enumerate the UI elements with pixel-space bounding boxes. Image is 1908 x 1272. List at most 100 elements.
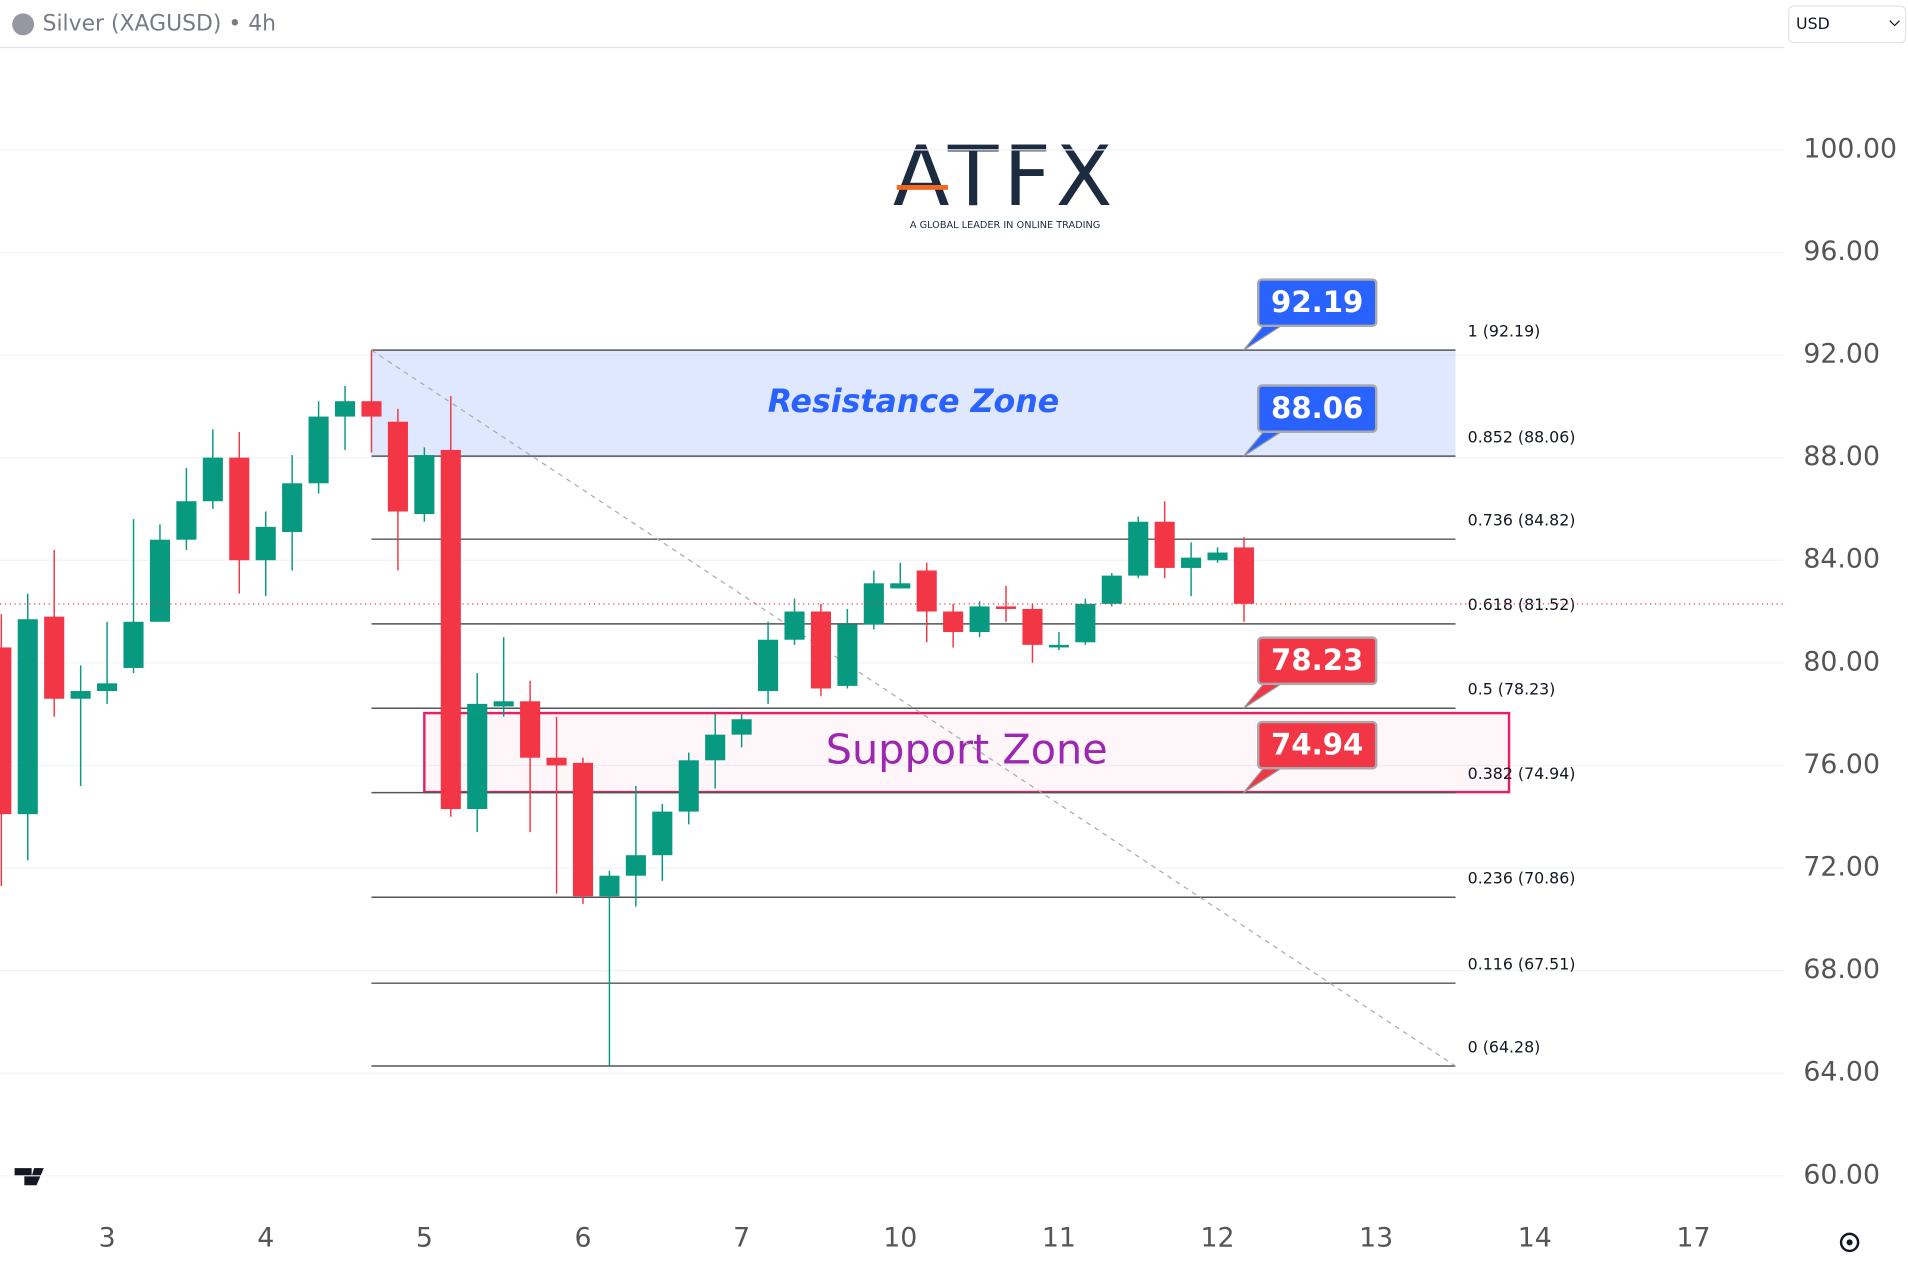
x-tick-label: 5: [416, 1222, 433, 1253]
candle-body: [837, 624, 858, 686]
candle-body: [1154, 521, 1175, 568]
x-tick-label: 7: [733, 1222, 750, 1253]
y-tick-label: 76.00: [1803, 749, 1880, 780]
callout-label: 88.06: [1271, 391, 1363, 425]
callout-box: [1256, 636, 1378, 686]
candle-body: [1128, 521, 1149, 576]
callout-box: [1256, 720, 1378, 770]
candle-body: [44, 616, 65, 699]
settings-icon[interactable]: [1839, 1232, 1860, 1253]
fib-trend-line: [371, 349, 1456, 1067]
candle-body: [17, 619, 38, 815]
x-tick-label: 11: [1042, 1222, 1076, 1253]
candle-body: [0, 647, 12, 815]
logo: ATFX A GLOBAL LEADER IN ONLINE TRADING: [893, 128, 1117, 231]
candle-body: [255, 526, 276, 561]
callout-label: 92.19: [1271, 285, 1363, 319]
candle-body: [70, 691, 91, 699]
callout-pointer: [1243, 680, 1288, 709]
candle-body: [678, 760, 699, 812]
currency-select[interactable]: [1788, 5, 1907, 44]
x-tick-label: 14: [1518, 1222, 1552, 1253]
candle-body: [1048, 644, 1069, 648]
candle-body: [995, 606, 1017, 609]
candle-body: [282, 483, 303, 533]
x-tick-label: 6: [574, 1222, 591, 1253]
candle-body: [149, 539, 171, 622]
x-tick-label: 12: [1201, 1222, 1235, 1253]
candle-body: [969, 606, 990, 633]
candle-body: [1207, 552, 1228, 561]
fib-label: 0.618 (81.52): [1468, 595, 1576, 614]
callout-box: [1256, 278, 1378, 328]
candle-body: [387, 421, 408, 512]
y-tick-label: 68.00: [1803, 954, 1880, 985]
candle-body: [731, 719, 752, 735]
candle-body: [916, 570, 937, 612]
x-tick-label: 13: [1359, 1222, 1393, 1253]
candle-body: [123, 621, 144, 668]
candle-body: [705, 734, 726, 761]
zone-label: Support Zone: [826, 726, 1108, 774]
candle-body: [202, 457, 223, 502]
tv-logo: [14, 1168, 44, 1186]
candle-body: [1233, 547, 1255, 604]
candle-body: [176, 501, 197, 540]
y-tick-label: 100.00: [1803, 133, 1897, 164]
candle-body: [467, 703, 488, 810]
dropdown-arrow: [1889, 20, 1900, 27]
symbol-title: Silver (XAGUSD) • 4h: [43, 11, 276, 36]
candle-body: [1181, 557, 1202, 568]
candle-body: [308, 416, 329, 484]
y-tick-label: 96.00: [1803, 236, 1880, 267]
callout-label: 74.94: [1271, 727, 1363, 761]
candle-body: [599, 875, 620, 897]
candle-body: [440, 449, 461, 810]
candle-body: [1075, 603, 1096, 643]
symbol-icon: [12, 13, 35, 36]
y-tick-label: 72.00: [1803, 852, 1880, 883]
logo-tagline: A GLOBAL LEADER IN ONLINE TRADING: [910, 220, 1101, 231]
logo-name: ATFX: [893, 128, 1117, 225]
candle-body: [652, 811, 673, 856]
y-tick-label: 60.00: [1803, 1159, 1880, 1190]
candle-body: [97, 683, 118, 692]
candle-body: [890, 583, 911, 589]
x-tick-label: 4: [257, 1222, 274, 1253]
callout-pointer: [1243, 322, 1288, 351]
fib-label: 0.736 (84.82): [1468, 510, 1576, 529]
callout-label: 78.23: [1271, 643, 1363, 677]
zone-label: Resistance Zone: [768, 384, 1060, 420]
candle-body: [334, 401, 356, 417]
candle-body: [229, 457, 250, 561]
candle-body: [810, 611, 831, 689]
candle-body: [493, 701, 514, 707]
candle-body: [784, 611, 805, 640]
candle-body: [863, 583, 884, 625]
y-tick-label: 88.00: [1803, 441, 1880, 472]
candle-body: [520, 701, 541, 758]
callout-box: [1256, 384, 1378, 433]
fib-label: 0 (64.28): [1468, 1037, 1541, 1056]
candle-body: [1101, 575, 1122, 604]
logo-accent: [896, 184, 948, 190]
x-tick-label: 3: [99, 1222, 116, 1253]
x-tick-label: 10: [883, 1222, 917, 1253]
fib-label: 0.236 (70.86): [1468, 869, 1576, 888]
y-tick-label: 84.00: [1803, 544, 1880, 575]
candle-body: [625, 855, 646, 876]
fib-label: 0.116 (67.51): [1468, 954, 1576, 973]
y-tick-label: 80.00: [1803, 646, 1880, 677]
candle-body: [758, 639, 779, 692]
candle-body: [414, 455, 435, 515]
y-tick-label: 92.00: [1803, 339, 1880, 370]
candle-body: [1022, 608, 1043, 645]
currency-label: USD: [1796, 14, 1830, 33]
x-tick-label: 17: [1676, 1222, 1710, 1253]
fib-label: 1 (92.19): [1468, 321, 1541, 340]
fib-label: 0.5 (78.23): [1468, 679, 1556, 698]
candle-body: [572, 762, 594, 897]
candle-body: [943, 611, 964, 633]
